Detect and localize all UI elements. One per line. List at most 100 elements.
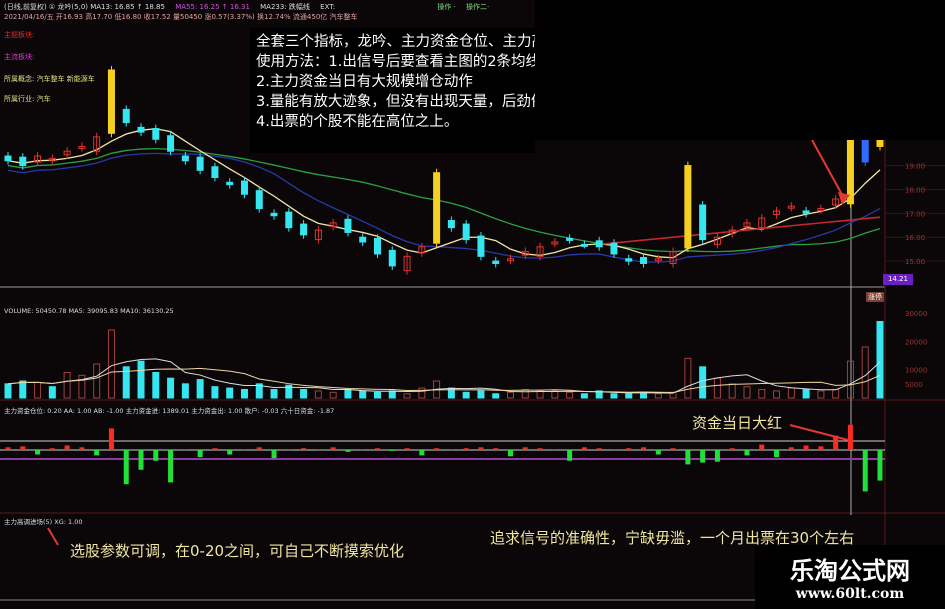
side-label-1: 主流板块:	[4, 53, 35, 61]
price-tick-label: 15.00	[905, 258, 925, 266]
indicator-bar	[626, 448, 632, 450]
indicator-bar	[567, 450, 573, 461]
indicator-bar	[478, 447, 484, 450]
indicator-bar	[641, 447, 647, 450]
volume-bar	[521, 389, 529, 399]
side-label-3: 所属行业: 汽车	[4, 95, 51, 103]
indicator-bar	[508, 450, 514, 457]
candle	[551, 241, 559, 245]
candle	[211, 166, 219, 178]
indicator-bar	[360, 449, 366, 450]
indicator-bar	[271, 450, 277, 459]
annotation-arrow	[47, 527, 59, 546]
candle	[492, 260, 500, 265]
candle	[226, 181, 234, 186]
candle	[403, 255, 411, 272]
candle	[669, 251, 677, 265]
volume-bar	[167, 377, 175, 399]
volume-bar	[122, 366, 130, 399]
bottom-indicator-title: 主力高调进场(5) XG: 1.00	[4, 518, 83, 526]
watermark: 乐淘公式网 www.60lt.com	[755, 545, 945, 609]
indicator-bar	[389, 450, 395, 451]
candle	[477, 235, 485, 257]
indicator-bar	[212, 448, 218, 450]
candle	[728, 229, 736, 235]
candle	[802, 210, 810, 214]
volume-tick-label: 5000	[905, 381, 923, 389]
candle	[462, 223, 470, 241]
candle	[240, 180, 248, 195]
indicator-bar	[670, 448, 676, 450]
candle	[610, 242, 618, 255]
candle	[270, 212, 278, 217]
signal-label: 涨停	[866, 292, 884, 302]
indicator-bar	[123, 450, 129, 485]
ma233-readout: MA233: 跌幅线	[260, 3, 310, 11]
volume-bar	[329, 391, 337, 399]
indicator-bar	[714, 450, 720, 462]
indicator-bar	[79, 447, 85, 450]
volume-bar	[876, 321, 884, 399]
indicator-bar	[522, 447, 528, 450]
price-tick-label: 19.00	[905, 163, 925, 171]
candle	[329, 222, 337, 227]
candle	[713, 236, 721, 245]
volume-bar	[846, 360, 854, 399]
volume-bar	[728, 383, 736, 399]
indicator-bar	[434, 448, 440, 450]
candle	[196, 156, 204, 171]
indicator-bar	[655, 450, 661, 455]
note-accuracy: 追求信号的准确性，宁缺毋滥，一个月出票在30个左右	[490, 529, 855, 547]
side-label-0: 主题板块:	[4, 31, 35, 39]
usage-line: 使用方法：1.出信号后要查看主图的2条均线是否变粗	[256, 54, 535, 70]
volume-bar	[477, 390, 485, 399]
side-label-2: 所属概念: 汽车整车 新能源车	[4, 75, 95, 83]
volume-bar	[832, 389, 840, 399]
op2-readout: 操作二·	[466, 3, 490, 11]
candle	[344, 218, 352, 233]
candle	[787, 205, 795, 209]
indicator-bar	[315, 449, 321, 450]
indicator-bar	[330, 447, 336, 450]
candle	[122, 108, 130, 124]
indicator-bar	[419, 450, 425, 456]
candle	[433, 172, 441, 244]
usage-notes-box: 全套三个指标，龙吟、主力资金仓位、主力高调进场 使用方法：1.出信号后要查看主图…	[250, 28, 535, 153]
volume-bar	[300, 389, 308, 399]
candle	[373, 237, 381, 255]
indicator-bar	[759, 444, 765, 450]
indicator-bar	[729, 448, 735, 450]
indicator-bar	[463, 448, 469, 450]
indicator-bar	[611, 449, 617, 450]
volume-bar	[418, 387, 426, 399]
ma-long-line	[7, 147, 881, 253]
price-tick-label: 17.00	[905, 210, 925, 218]
indicator-bar	[138, 450, 144, 470]
volume-bar	[359, 390, 367, 399]
volume-title: VOLUME: 50450.78 MA5: 39095.83 MA10: 361…	[4, 307, 174, 315]
candle	[181, 155, 189, 162]
candle	[152, 128, 160, 140]
candle	[654, 258, 662, 262]
candle	[817, 208, 825, 212]
annotation-arrow	[789, 424, 849, 441]
candle	[580, 243, 588, 247]
indicator-bar	[685, 450, 691, 465]
indicator-bar	[877, 450, 883, 481]
indicator-bar	[774, 450, 780, 458]
volume-bar	[699, 366, 707, 399]
candle	[300, 223, 308, 236]
volume-bar	[861, 346, 869, 399]
volume-bar	[270, 389, 278, 399]
top-right-mask	[535, 0, 945, 140]
volume-bar	[773, 390, 781, 399]
price-tick-label: 16.00	[905, 234, 925, 242]
volume-bar	[373, 391, 381, 399]
indicator-bar	[374, 448, 380, 450]
volume-bar	[107, 329, 115, 399]
indicator-bar	[35, 450, 41, 455]
ma55-readout: MA55: 16.25 ↑ 16.31	[175, 3, 250, 11]
usage-line: 4.出票的个股不能在高位之上。	[256, 114, 459, 130]
volume-bar	[93, 363, 101, 399]
